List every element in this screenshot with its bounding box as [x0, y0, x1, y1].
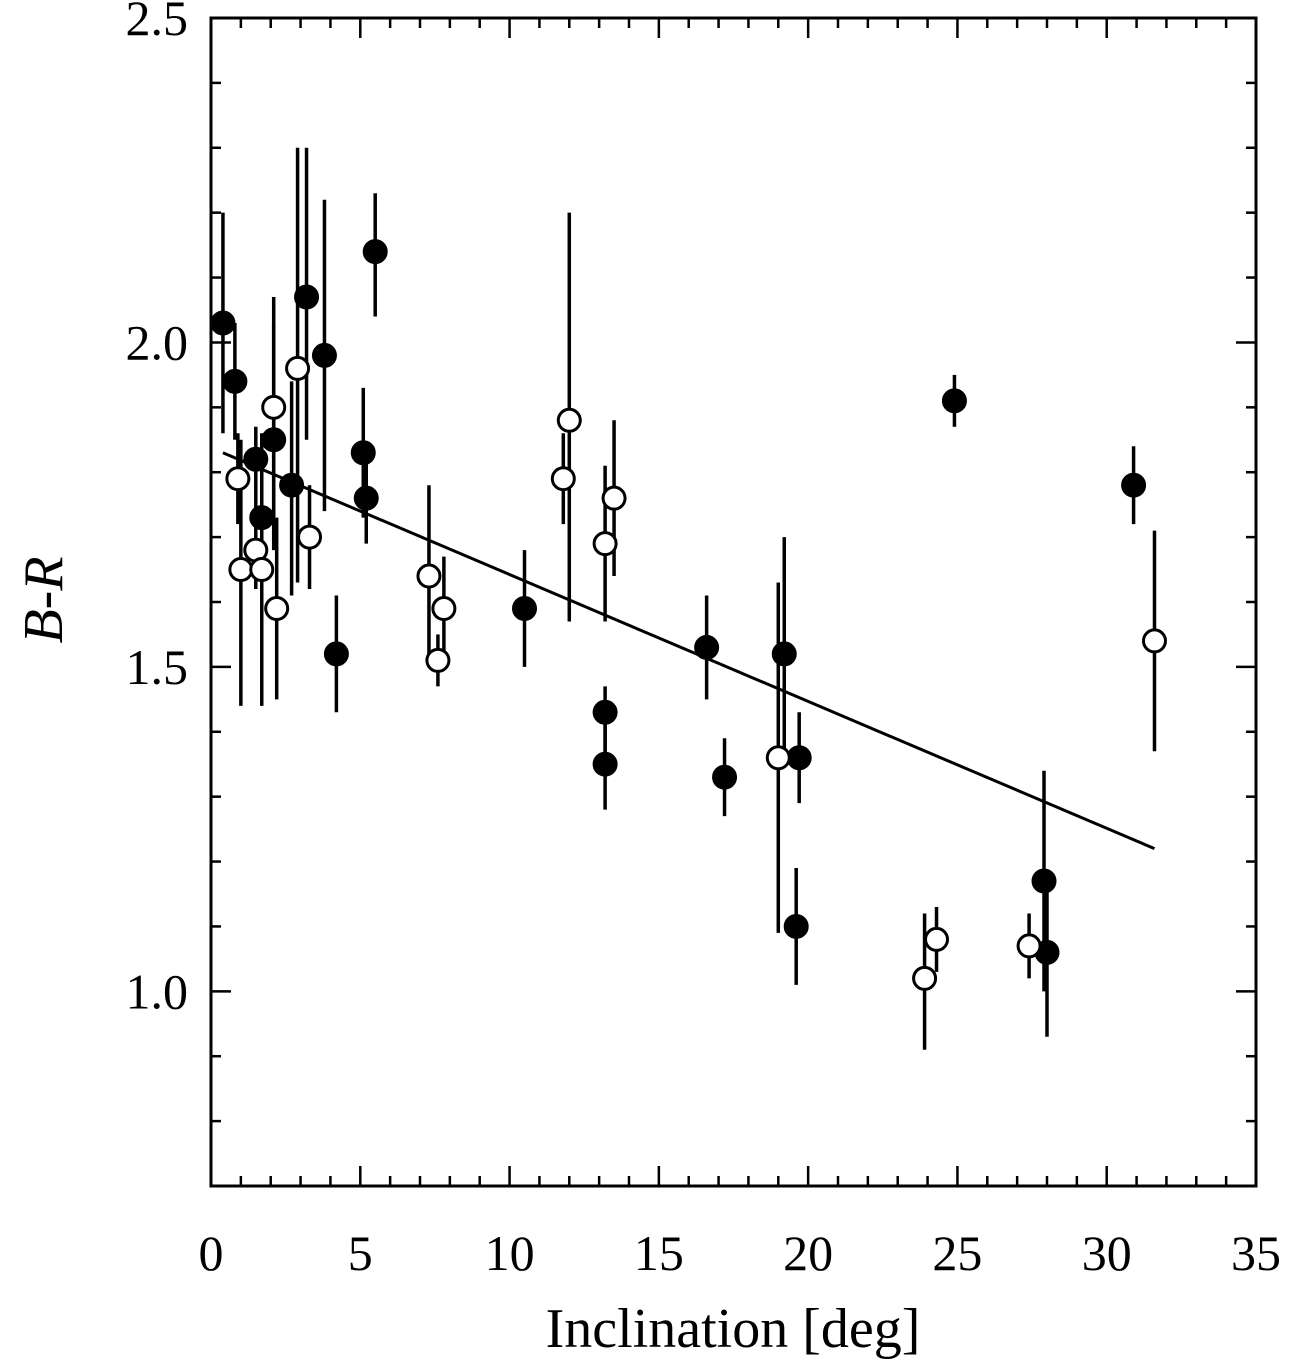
- data-point-open: [297, 524, 323, 550]
- x-axis-title: Inclination [deg]: [546, 1298, 921, 1360]
- data-point-filled: [1031, 868, 1057, 894]
- x-tick-label: 20: [783, 1225, 833, 1281]
- data-point-filled: [350, 440, 376, 466]
- data-point-open: [1016, 933, 1042, 959]
- data-point-filled: [222, 368, 248, 394]
- fit-line-group: [222, 451, 1156, 850]
- data-point-filled: [353, 485, 379, 511]
- x-tick-label: 15: [634, 1225, 684, 1281]
- plot-frame: [209, 16, 1258, 1188]
- error-bars: [221, 147, 1157, 1050]
- data-point-filled: [261, 427, 287, 453]
- data-point-filled: [783, 913, 809, 939]
- data-point-filled: [249, 505, 275, 531]
- y-tick-label: 1.0: [126, 963, 189, 1019]
- data-point-open: [225, 466, 251, 492]
- data-point-filled: [786, 745, 812, 771]
- data-point-open: [556, 407, 582, 433]
- fit-line: [222, 451, 1156, 850]
- data-point-filled: [712, 764, 738, 790]
- data-point-open: [592, 531, 618, 557]
- x-tick-label: 30: [1082, 1225, 1132, 1281]
- data-point-open: [228, 557, 254, 583]
- data-point-open: [1141, 628, 1167, 654]
- tick-labels: 0 5 10 15 20 25 30 35 1.0 1.5 2.0 2.5: [126, 0, 1282, 1281]
- y-axis-title: B-R: [13, 556, 75, 643]
- data-point-open: [601, 485, 627, 511]
- data-point-filled: [592, 699, 618, 725]
- data-points: [210, 239, 1167, 991]
- x-tick-label: 0: [199, 1225, 224, 1281]
- data-point-open: [425, 647, 451, 673]
- x-tick-label: 10: [485, 1225, 535, 1281]
- data-point-filled: [311, 342, 337, 368]
- y-tick-label: 2.0: [126, 314, 189, 370]
- data-point-filled: [592, 751, 618, 777]
- data-point-filled: [279, 472, 305, 498]
- data-point-filled: [941, 388, 967, 414]
- data-point-filled: [694, 634, 720, 660]
- data-point-open: [924, 926, 950, 952]
- x-tick-label: 5: [348, 1225, 373, 1281]
- x-tick-label: 35: [1231, 1225, 1281, 1281]
- data-point-filled: [771, 641, 797, 667]
- data-point-open: [261, 394, 287, 420]
- ticks: [209, 16, 1258, 1188]
- data-point-filled: [512, 595, 537, 621]
- data-point-open: [912, 965, 938, 991]
- data-point-open: [264, 595, 290, 621]
- data-point-filled: [362, 239, 388, 265]
- y-tick-label: 2.5: [126, 0, 189, 46]
- data-point-open: [285, 355, 311, 381]
- data-point-filled: [294, 284, 320, 310]
- data-point-open: [765, 745, 791, 771]
- data-point-filled: [1121, 472, 1147, 498]
- data-point-open: [550, 466, 576, 492]
- data-point-open: [249, 557, 275, 583]
- data-point-open: [416, 563, 442, 589]
- y-tick-label: 1.5: [126, 639, 189, 695]
- x-tick-label: 25: [932, 1225, 982, 1281]
- data-point-filled: [210, 310, 236, 336]
- data-point-filled: [323, 641, 349, 667]
- data-point-open: [431, 595, 457, 621]
- data-point-filled: [243, 446, 269, 472]
